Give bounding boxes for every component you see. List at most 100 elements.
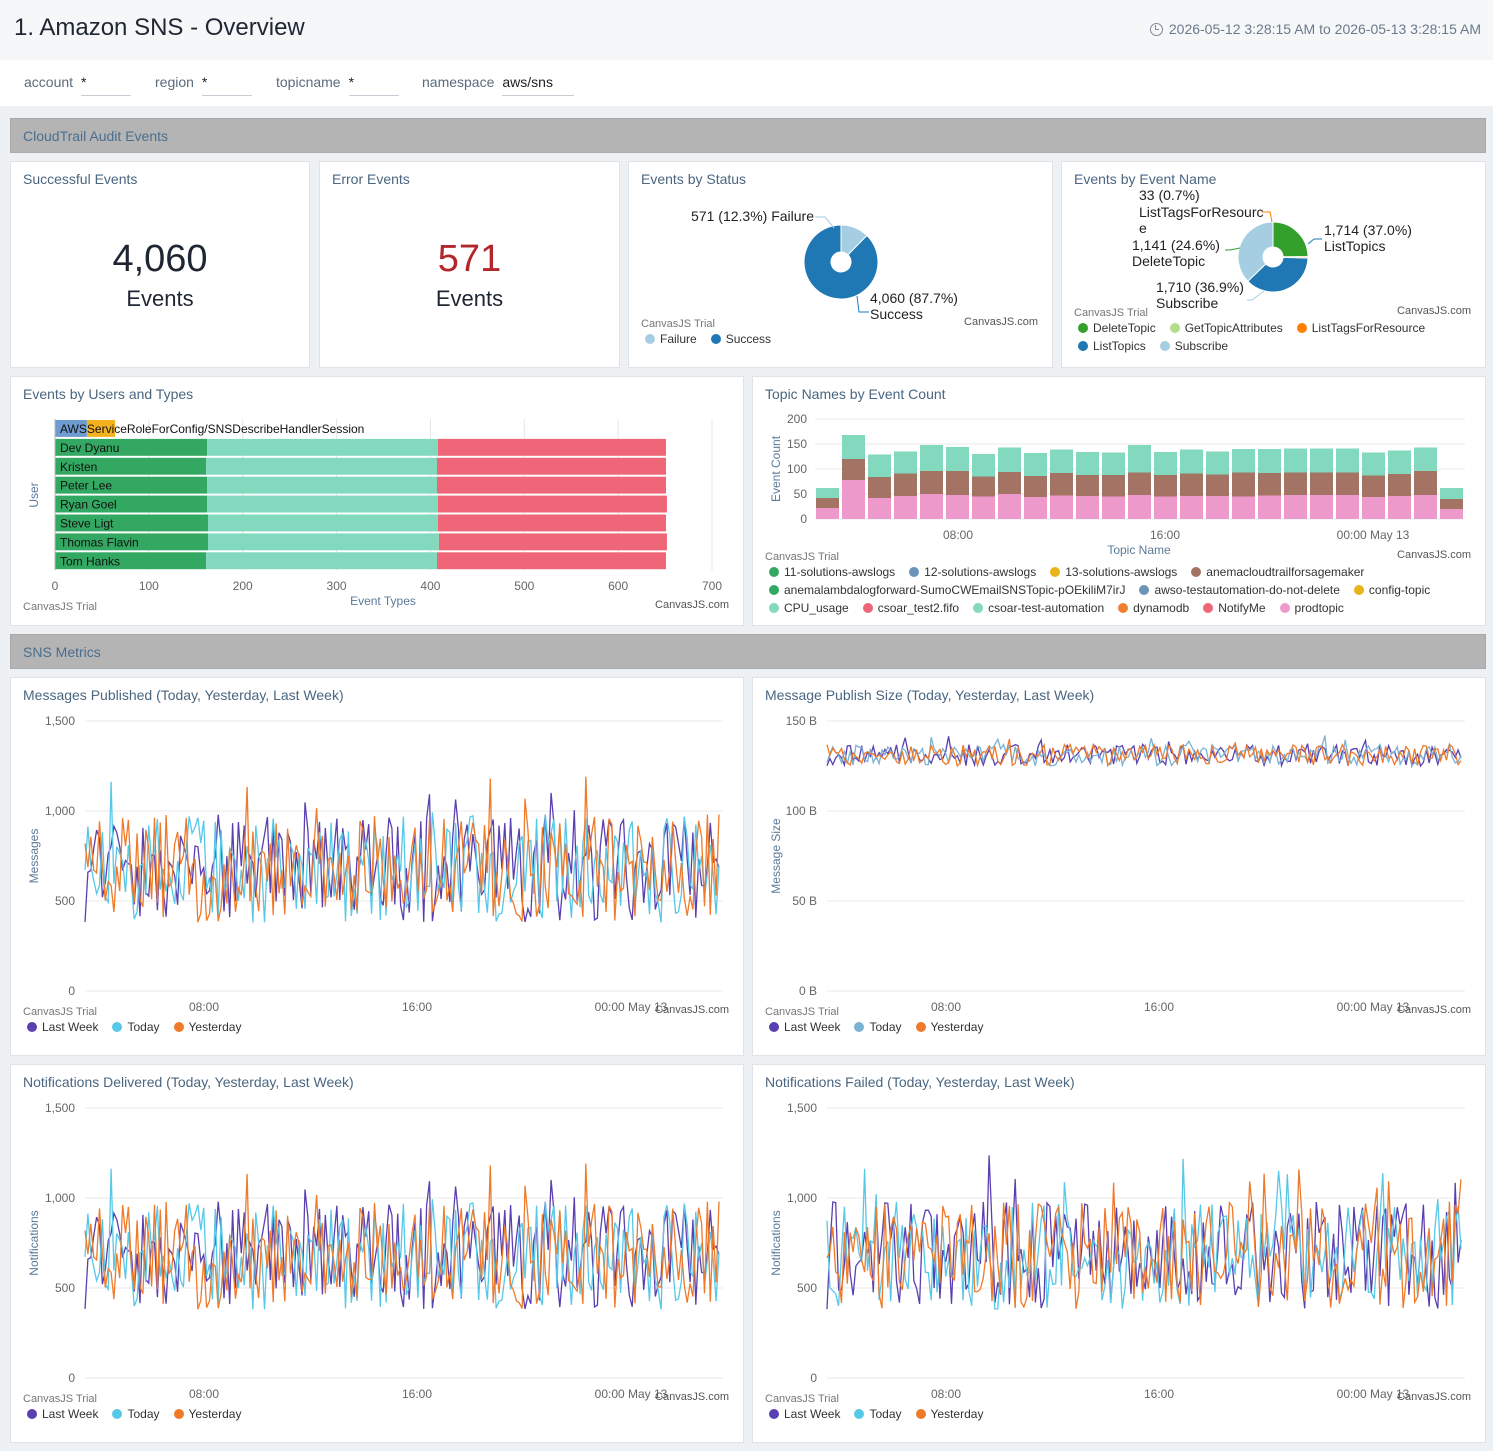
column-segment: [1310, 448, 1333, 473]
column-segment: [1050, 473, 1073, 496]
pie-data-label: Success: [870, 306, 923, 322]
y-axis-title: Event Count: [769, 435, 783, 502]
bar-segment: [206, 552, 437, 570]
legend-item[interactable]: 11-solutions-awslogs: [769, 565, 895, 579]
pie-data-label: ListTopics: [1324, 238, 1385, 254]
legend-item[interactable]: NotifyMe: [1203, 601, 1266, 615]
column-segment: [920, 494, 943, 519]
x-tick-label: 08:00: [189, 1000, 219, 1014]
canvasjs-credit[interactable]: CanvasJS.com: [655, 1004, 729, 1016]
canvasjs-credit[interactable]: CanvasJS.com: [1397, 305, 1471, 317]
bar-segment: [55, 420, 87, 437]
column-segment: [1206, 496, 1229, 519]
legend-item[interactable]: anemacloudtrailforsagemaker: [1191, 565, 1364, 579]
legend-marker-icon: [854, 1022, 865, 1032]
error-events-value: 571: [437, 238, 502, 280]
column-segment: [1180, 449, 1203, 474]
pie-data-label: 1,141 (24.6%): [1132, 237, 1220, 253]
legend-item[interactable]: 12-solutions-awslogs: [909, 565, 1036, 579]
dashboard-header: 1. Amazon SNS - Overview 2026-05-12 3:28…: [0, 0, 1493, 60]
legend-item[interactable]: anemalambdalogforward-SumoCWEmailSNSTopi…: [769, 583, 1125, 597]
legend-item[interactable]: config-topic: [1353, 583, 1431, 597]
legend-item[interactable]: Today: [112, 1020, 160, 1034]
canvasjs-credit[interactable]: CanvasJS.com: [1397, 1004, 1471, 1016]
canvasjs-credit[interactable]: CanvasJS.com: [1397, 549, 1471, 561]
legend-item[interactable]: ListTagsForResource: [1296, 321, 1425, 335]
series-line-yesterday: [826, 1169, 1462, 1309]
section-cloudtrail[interactable]: CloudTrail Audit Events: [10, 118, 1486, 153]
column-segment: [972, 454, 995, 477]
canvasjs-credit[interactable]: CanvasJS.com: [1397, 1391, 1471, 1403]
pie-slice-success: [803, 224, 879, 300]
filter-namespace-input[interactable]: aws/sns: [502, 74, 575, 96]
legend-item[interactable]: Last Week: [27, 1020, 98, 1034]
column-segment: [1024, 497, 1047, 519]
series-line-yesterday: [84, 776, 720, 923]
filter-region-input[interactable]: *: [201, 74, 252, 96]
panel-notifications-failed: Notifications Failed (Today, Yesterday, …: [752, 1064, 1486, 1443]
legend-item[interactable]: awso-testautomation-do-not-delete: [1139, 583, 1340, 597]
column-segment: [1284, 448, 1307, 473]
legend-item[interactable]: Yesterday: [173, 1407, 242, 1421]
legend-item[interactable]: Success: [710, 332, 771, 346]
legend-item[interactable]: DeleteTopic: [1078, 321, 1156, 335]
legend-item[interactable]: Yesterday: [915, 1020, 983, 1034]
legend-item[interactable]: GetTopicAttributes: [1169, 321, 1283, 335]
column-segment: [998, 494, 1021, 519]
legend-item[interactable]: Yesterday: [173, 1020, 241, 1034]
legend-label: config-topic: [1368, 583, 1431, 597]
canvasjs-credit[interactable]: CanvasJS.com: [655, 599, 729, 611]
column-segment: [842, 459, 865, 480]
filter-region[interactable]: region *: [155, 74, 252, 96]
legend-item[interactable]: 13-solutions-awslogs: [1050, 565, 1177, 579]
legend-item[interactable]: Today: [112, 1407, 160, 1421]
y-axis-title: Message Size: [769, 818, 783, 894]
legend-label: csoar_test2.fifo: [877, 601, 960, 615]
y-tick-label: 150: [787, 437, 807, 451]
legend-label: Yesterday: [188, 1407, 242, 1421]
y-tick-label: 0: [810, 1371, 817, 1385]
filter-account[interactable]: account *: [24, 74, 132, 96]
section-title: SNS Metrics: [23, 644, 101, 660]
y-tick-label: 1,500: [45, 1101, 75, 1115]
legend-item[interactable]: Yesterday: [915, 1407, 983, 1421]
legend-item[interactable]: Today: [854, 1407, 902, 1421]
pie-slice-listtopics: [1247, 256, 1309, 293]
bar-segment: [55, 552, 207, 570]
legend-marker-icon: [862, 603, 873, 613]
legend-marker-icon: [973, 603, 984, 613]
legend-marker-icon: [769, 567, 779, 577]
column-segment: [946, 495, 969, 519]
column-segment: [1206, 474, 1229, 496]
legend-item[interactable]: CPU_usage: [769, 601, 849, 615]
filter-account-input[interactable]: *: [81, 74, 132, 96]
legend-item[interactable]: Today: [854, 1020, 902, 1034]
panel-title: Events by Status: [641, 171, 747, 187]
panel-title: Topic Names by Event Count: [765, 386, 946, 402]
legend-item[interactable]: Last Week: [27, 1407, 98, 1421]
legend-item[interactable]: Last Week: [769, 1020, 840, 1034]
canvasjs-credit[interactable]: CanvasJS.com: [964, 316, 1038, 328]
filter-topicname[interactable]: topicname *: [276, 74, 399, 96]
y-tick-label: 500: [55, 1281, 75, 1295]
legend-item[interactable]: csoar-test-automation: [973, 601, 1104, 615]
legend-item[interactable]: ListTopics: [1078, 339, 1146, 353]
legend-marker-icon: [1279, 603, 1290, 613]
legend-item[interactable]: Last Week: [769, 1407, 840, 1421]
section-sns-metrics[interactable]: SNS Metrics: [10, 634, 1486, 669]
canvasjs-credit[interactable]: CanvasJS.com: [655, 1391, 729, 1403]
column-segment: [1414, 447, 1437, 471]
legend-item[interactable]: Subscribe: [1159, 339, 1228, 353]
column-segment: [1154, 475, 1177, 497]
filter-topicname-input[interactable]: *: [348, 74, 399, 96]
x-tick-label: 16:00: [402, 1000, 432, 1014]
time-range-picker[interactable]: 2026-05-12 3:28:15 AM to 2026-05-13 3:28…: [1149, 21, 1481, 37]
legend-item[interactable]: csoar_test2.fifo: [862, 601, 960, 615]
y-tick-label: 50: [794, 487, 808, 501]
legend-item[interactable]: dynamodb: [1118, 601, 1189, 615]
series-line-yesterday: [826, 738, 1462, 768]
filter-namespace[interactable]: namespace aws/sns: [422, 74, 575, 96]
legend-item[interactable]: prodtopic: [1279, 601, 1344, 615]
legend-item[interactable]: Failure: [645, 332, 697, 346]
y-tick-label: 1,000: [787, 1191, 817, 1205]
